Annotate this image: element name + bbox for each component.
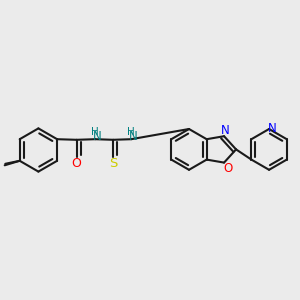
Text: H: H bbox=[127, 127, 135, 137]
Text: H: H bbox=[91, 127, 99, 137]
Text: O: O bbox=[223, 161, 232, 175]
Text: N: N bbox=[93, 130, 101, 143]
Text: N: N bbox=[268, 122, 277, 136]
Text: N: N bbox=[221, 124, 230, 137]
Text: O: O bbox=[72, 157, 82, 170]
Text: N: N bbox=[129, 130, 137, 143]
Text: S: S bbox=[109, 157, 117, 170]
